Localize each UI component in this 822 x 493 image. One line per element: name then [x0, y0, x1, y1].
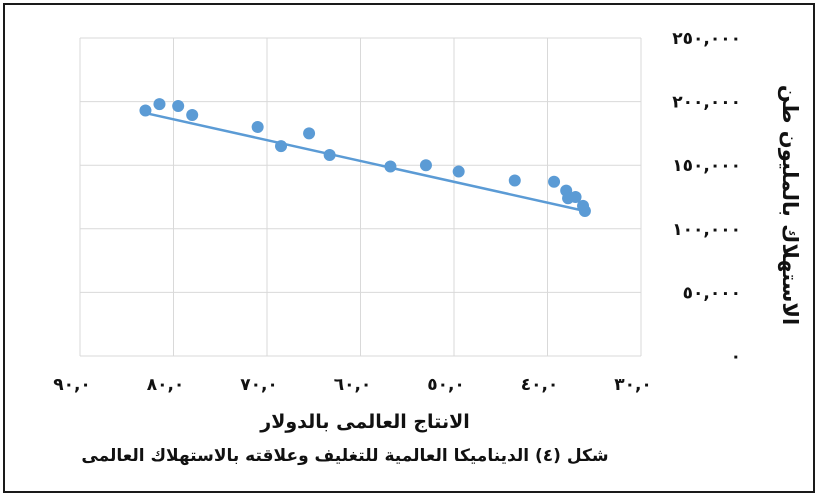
data-point	[508, 174, 521, 187]
data-point	[303, 127, 316, 140]
x-tick-label: ٩٠,٠	[53, 375, 91, 395]
data-point	[186, 108, 199, 121]
data-point	[578, 204, 591, 217]
figure-caption: شكل (٤) الديناميكا العالمية للتغليف وعلا…	[81, 446, 609, 466]
y-axis-ticks: ٠ ٥٠,٠٠٠ ١٠٠,٠٠٠ ١٥٠,٠٠٠ ٢٠٠,٠٠٠ ٢٥٠,٠٠٠	[672, 29, 741, 367]
data-point	[275, 140, 288, 153]
x-axis-label: الانتاج العالمى بالدولار	[259, 411, 469, 433]
data-point	[419, 159, 432, 172]
data-point	[139, 104, 152, 117]
x-tick-label: ٧٠,٠	[240, 375, 278, 395]
points-group	[139, 98, 591, 217]
y-tick-label: ٠	[731, 347, 741, 367]
grid	[79, 37, 642, 357]
y-tick-label: ٥٠,٠٠٠	[683, 283, 741, 303]
x-tick-label: ٣٠,٠	[614, 375, 652, 395]
y-tick-label: ١٠٠,٠٠٠	[672, 220, 741, 240]
data-point	[548, 175, 561, 188]
data-point	[323, 149, 336, 162]
data-point	[452, 165, 465, 178]
figure-frame: ٠ ٥٠,٠٠٠ ١٠٠,٠٠٠ ١٥٠,٠٠٠ ٢٠٠,٠٠٠ ٢٥٠,٠٠٠ ٩٠,٠…	[3, 3, 815, 493]
data-point	[153, 98, 166, 111]
x-tick-label: ٨٠,٠	[147, 375, 185, 395]
y-tick-label: ٢٥٠,٠٠٠	[672, 29, 741, 49]
y-axis-label: الاستهلاك بالمليون طن	[778, 85, 802, 325]
y-tick-label: ٢٠٠,٠٠٠	[672, 93, 741, 113]
data-point	[172, 100, 185, 113]
trendline	[145, 111, 586, 213]
scatter-chart: ٠ ٥٠,٠٠٠ ١٠٠,٠٠٠ ١٥٠,٠٠٠ ٢٠٠,٠٠٠ ٢٥٠,٠٠٠ ٩٠,٠…	[53, 29, 802, 433]
data-point	[251, 121, 264, 134]
y-tick-label: ١٥٠,٠٠٠	[672, 156, 741, 176]
trendline-group	[145, 111, 586, 213]
x-tick-label: ٤٠,٠	[521, 375, 559, 395]
x-tick-label: ٥٠,٠	[427, 375, 465, 395]
data-point	[384, 160, 397, 173]
x-axis-ticks: ٩٠,٠ ٨٠,٠ ٧٠,٠ ٦٠,٠ ٥٠,٠ ٤٠,٠ ٣٠,٠	[53, 375, 652, 395]
data-point	[569, 191, 582, 203]
x-tick-label: ٦٠,٠	[334, 375, 372, 395]
